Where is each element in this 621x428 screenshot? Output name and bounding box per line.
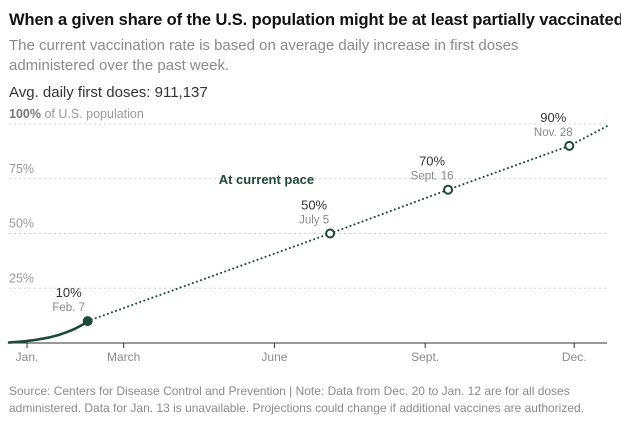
y-tick-label-25: 25%	[9, 271, 34, 285]
x-tick-label: Sept.	[411, 350, 439, 364]
actual-line	[7, 321, 89, 344]
chart-subtitle: The current vaccination rate is based on…	[9, 37, 519, 74]
milestone-date-10: Feb. 7	[52, 302, 85, 314]
milestone-marker-10	[82, 316, 93, 327]
y-tick-label-bold: 100%	[9, 107, 41, 121]
x-axis-ticks: Jan. March June Sept. Dec.	[16, 343, 587, 364]
milestone-marker-70	[443, 184, 454, 195]
y-tick-label-100: 100% of U.S. population	[9, 107, 144, 121]
milestone-date-90: Nov. 28	[534, 127, 573, 139]
source-note: Source: Centers for Disease Control and …	[9, 384, 585, 415]
milestone-pct-50: 50%	[301, 198, 327, 213]
milestone-date-50: July 5	[299, 215, 329, 227]
x-tick-label: Jan.	[16, 350, 39, 364]
daily-doses-stat: Avg. daily first doses: 911,137	[9, 84, 208, 101]
y-tick-label-text: of U.S. population	[41, 107, 144, 121]
y-tick-label-50: 50%	[9, 217, 34, 231]
x-tick-label: June	[261, 350, 287, 364]
y-tick-label-text: 25%	[9, 271, 34, 285]
series-lines	[7, 125, 608, 344]
milestone-pct-70: 70%	[419, 154, 445, 169]
milestone-pct-90: 90%	[540, 110, 566, 125]
milestone-pct-10: 10%	[56, 285, 82, 300]
x-tick-label: Dec.	[562, 350, 587, 364]
y-tick-label-text: 75%	[9, 162, 34, 176]
milestone-markers: 10% Feb. 7 50% July 5 70% Sept. 16 90% Nov. 28	[52, 110, 575, 327]
milestone-date-70: Sept. 16	[411, 171, 454, 183]
projection-line	[86, 125, 608, 323]
milestone-marker-50	[325, 228, 336, 239]
milestone-marker-90	[564, 140, 575, 151]
y-tick-label-text: 50%	[9, 217, 34, 231]
y-axis-labels: 100% of U.S. population 75% 50% 25%	[9, 107, 144, 285]
x-tick-label: March	[107, 350, 140, 364]
y-tick-label-75: 75%	[9, 162, 34, 176]
chart-title: When a given share of the U.S. populatio…	[9, 11, 621, 29]
pace-annotation: At current pace	[219, 172, 314, 187]
